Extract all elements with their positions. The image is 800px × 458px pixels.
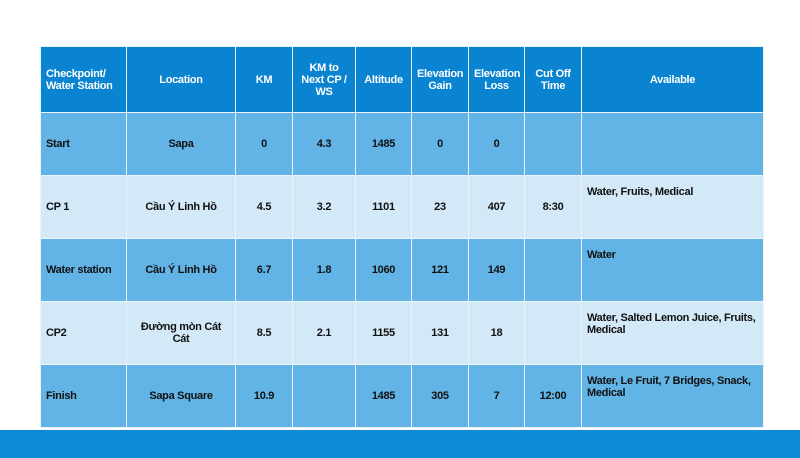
cell-km-to-next: 1.8 bbox=[292, 238, 356, 302]
cell-checkpoint: Water station bbox=[40, 238, 127, 302]
cell-km: 4.5 bbox=[235, 175, 293, 239]
cell-available: Water, Salted Lemon Juice, Fruits, Medic… bbox=[581, 301, 764, 365]
cell-elevation-gain: 121 bbox=[411, 238, 469, 302]
cell-elevation-gain: 0 bbox=[411, 112, 469, 176]
cell-altitude: 1101 bbox=[355, 175, 412, 239]
cell-location: Cầu Ý Linh Hồ bbox=[126, 175, 236, 239]
cell-cut-off-time: 12:00 bbox=[524, 364, 582, 428]
cell-elevation-loss: 18 bbox=[468, 301, 525, 365]
header-cut-off-time: Cut Off Time bbox=[524, 46, 582, 113]
cell-checkpoint: CP 1 bbox=[40, 175, 127, 239]
cell-elevation-gain: 23 bbox=[411, 175, 469, 239]
cell-cut-off-time: 8:30 bbox=[524, 175, 582, 239]
header-checkpoint: Checkpoint/ Water Station bbox=[40, 46, 127, 113]
cell-elevation-loss: 149 bbox=[468, 238, 525, 302]
cell-checkpoint: Start bbox=[40, 112, 127, 176]
cell-checkpoint: Finish bbox=[40, 364, 127, 428]
cell-cut-off-time bbox=[524, 238, 582, 302]
cell-km: 8.5 bbox=[235, 301, 293, 365]
table-row: Finish Sapa Square 10.9 1485 305 7 12:00 Water,… bbox=[40, 364, 764, 428]
header-location: Location bbox=[126, 46, 236, 113]
header-km-to-next: KM to Next CP / WS bbox=[292, 46, 356, 113]
cell-km: 6.7 bbox=[235, 238, 293, 302]
cell-km-to-next bbox=[292, 364, 356, 428]
cell-elevation-gain: 305 bbox=[411, 364, 469, 428]
table-row: Water station Cầu Ý Linh Hồ 6.7 1.8 1060 121 1… bbox=[40, 238, 764, 302]
cell-elevation-gain: 131 bbox=[411, 301, 469, 365]
cell-elevation-loss: 0 bbox=[468, 112, 525, 176]
cell-checkpoint: CP2 bbox=[40, 301, 127, 365]
header-elevation-loss: Elevation Loss bbox=[468, 46, 525, 113]
cell-location: Sapa bbox=[126, 112, 236, 176]
header-altitude: Altitude bbox=[355, 46, 412, 113]
cell-km-to-next: 2.1 bbox=[292, 301, 356, 365]
table-row: Start Sapa 0 4.3 1485 0 0 bbox=[40, 112, 764, 176]
cell-elevation-loss: 407 bbox=[468, 175, 525, 239]
race-checkpoint-table: Checkpoint/ Water Station Location KM KM… bbox=[40, 46, 764, 428]
cell-available: Water bbox=[581, 238, 764, 302]
cell-cut-off-time bbox=[524, 112, 582, 176]
cell-altitude: 1485 bbox=[355, 364, 412, 428]
cell-location: Sapa Square bbox=[126, 364, 236, 428]
cell-km: 0 bbox=[235, 112, 293, 176]
header-elevation-gain: Elevation Gain bbox=[411, 46, 469, 113]
cell-altitude: 1155 bbox=[355, 301, 412, 365]
cell-km-to-next: 4.3 bbox=[292, 112, 356, 176]
table-row: CP2 Đường mòn Cát Cát 8.5 2.1 1155 131 18 Water… bbox=[40, 301, 764, 365]
cell-elevation-loss: 7 bbox=[468, 364, 525, 428]
cell-available: Water, Fruits, Medical bbox=[581, 175, 764, 239]
cell-altitude: 1485 bbox=[355, 112, 412, 176]
cell-location: Đường mòn Cát Cát bbox=[126, 301, 236, 365]
cell-km: 10.9 bbox=[235, 364, 293, 428]
table-header-row: Checkpoint/ Water Station Location KM KM… bbox=[40, 46, 764, 113]
cell-available: Water, Le Fruit, 7 Bridges, Snack, Medic… bbox=[581, 364, 764, 428]
cell-km-to-next: 3.2 bbox=[292, 175, 356, 239]
footer-bar bbox=[0, 430, 800, 458]
header-available: Available bbox=[581, 46, 764, 113]
cell-cut-off-time bbox=[524, 301, 582, 365]
header-km: KM bbox=[235, 46, 293, 113]
cell-available bbox=[581, 112, 764, 176]
cell-altitude: 1060 bbox=[355, 238, 412, 302]
table-row: CP 1 Cầu Ý Linh Hồ 4.5 3.2 1101 23 407 8:30 Wate… bbox=[40, 175, 764, 239]
cell-location: Cầu Ý Linh Hồ bbox=[126, 238, 236, 302]
